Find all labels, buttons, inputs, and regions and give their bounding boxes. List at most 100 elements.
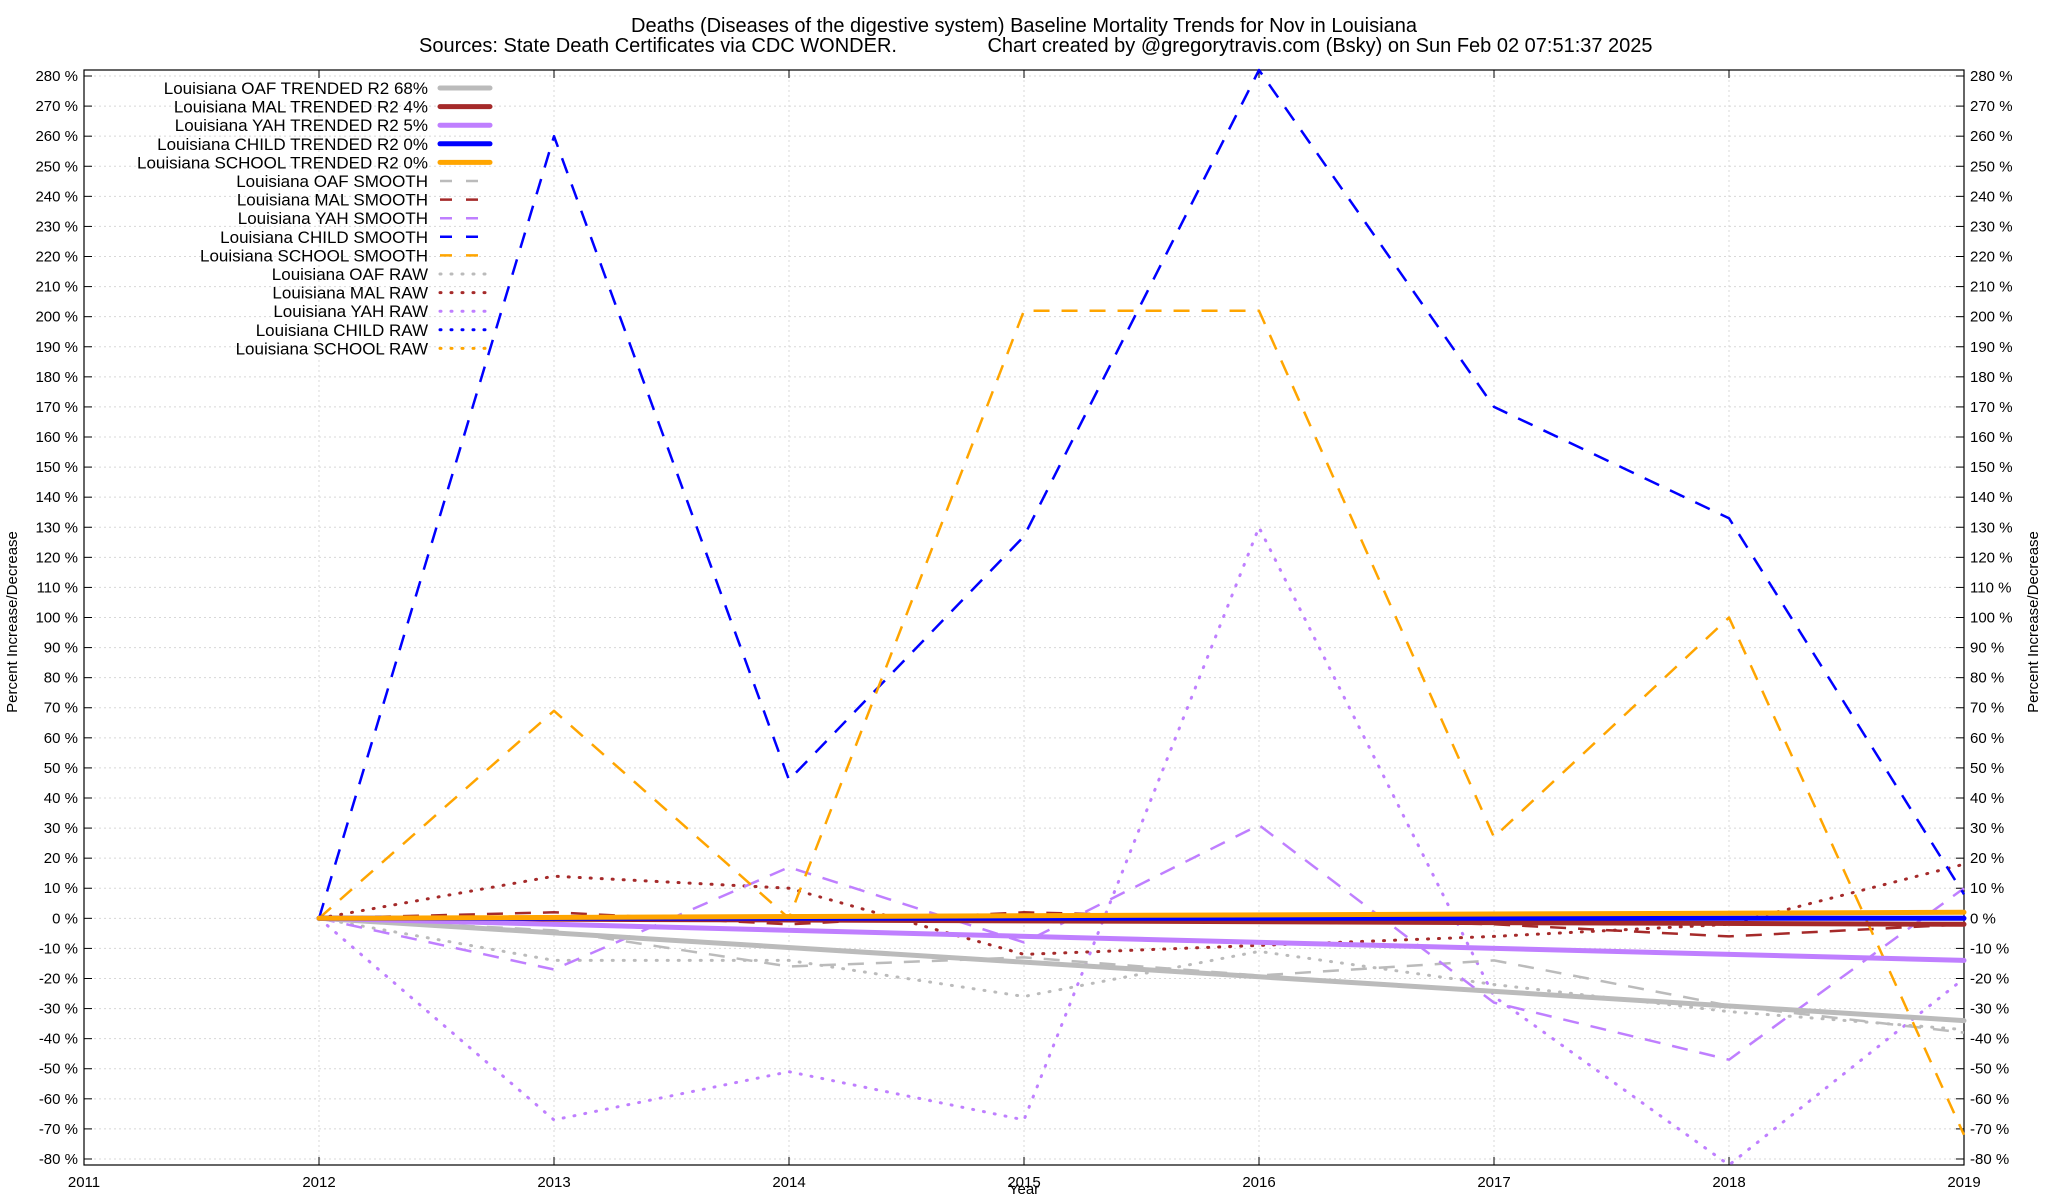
legend-entry-label: Louisiana MAL RAW bbox=[272, 284, 428, 303]
y-tick-label-right: -50 % bbox=[1970, 1061, 2009, 1078]
legend-entry-label: Louisiana OAF SMOOTH bbox=[236, 172, 428, 191]
y-tick-label-right: 200 % bbox=[1970, 309, 2013, 326]
series-line-louisiana-yah-smooth bbox=[318, 823, 1965, 1061]
x-tick-label: 2013 bbox=[537, 1174, 570, 1191]
series-lines bbox=[316, 68, 1967, 1167]
y-tick-label-right: 180 % bbox=[1970, 369, 2013, 386]
y-tick-label-right: -80 % bbox=[1970, 1151, 2009, 1168]
y-tick-label-right: 270 % bbox=[1970, 98, 2013, 115]
y-tick-label-right: -30 % bbox=[1970, 1001, 2009, 1018]
y-tick-label-right: 80 % bbox=[1970, 670, 2004, 687]
series-line-louisiana-school-trended-r2 bbox=[316, 909, 1967, 921]
x-axis-label: Year bbox=[1009, 1181, 1039, 1198]
y-tick-label-right: 40 % bbox=[1970, 790, 2004, 807]
y-tick-label-left: 110 % bbox=[37, 579, 78, 596]
y-tick-label-right: 90 % bbox=[1970, 640, 2004, 657]
series-line-louisiana-yah-trended-r2 bbox=[316, 915, 1967, 963]
y-tick-label-right: 20 % bbox=[1970, 850, 2004, 867]
y-tick-label-left: 250 % bbox=[35, 158, 78, 175]
y-tick-label-right: 120 % bbox=[1970, 549, 2013, 566]
y-tick-label-left: 40 % bbox=[44, 790, 78, 807]
y-tick-label-left: 200 % bbox=[35, 309, 78, 326]
y-tick-label-right: 230 % bbox=[1970, 218, 2013, 235]
y-tick-label-right: -60 % bbox=[1970, 1091, 2009, 1108]
y-tick-label-left: 270 % bbox=[35, 98, 78, 115]
y-tick-label-right: -20 % bbox=[1970, 970, 2009, 987]
y-tick-label-left: 150 % bbox=[35, 459, 78, 476]
legend-entry-label: Louisiana CHILD TRENDED R2 0% bbox=[157, 135, 428, 154]
y-tick-label-left: 160 % bbox=[35, 429, 78, 446]
y-tick-label-right: 240 % bbox=[1970, 188, 2013, 205]
series-line-louisiana-child-smooth bbox=[317, 68, 1966, 919]
series-line-louisiana-school-smooth bbox=[318, 309, 1966, 1136]
y-tick-label-right: 250 % bbox=[1970, 158, 2013, 175]
y-tick-label-right: 0 % bbox=[1970, 910, 1996, 927]
y-tick-label-right: 220 % bbox=[1970, 249, 2013, 266]
y-tick-label-left: 140 % bbox=[35, 489, 78, 506]
x-tick-label: 2011 bbox=[68, 1174, 100, 1191]
y-axis-label-right: Percent Increase/Decrease bbox=[2025, 531, 2042, 713]
chart-subtitle-credit: Chart created by @gregorytravis.com (Bsk… bbox=[987, 35, 1652, 57]
y-tick-label-left: 60 % bbox=[44, 730, 78, 747]
x-tick-label: 2015 bbox=[1007, 1174, 1040, 1191]
y-tick-label-left: -80 % bbox=[39, 1151, 78, 1168]
y-tick-label-left: 20 % bbox=[44, 850, 78, 867]
y-tick-label-left: 170 % bbox=[35, 399, 78, 416]
series-line-louisiana-oaf-trended-r2 bbox=[316, 915, 1967, 1024]
chart-title: Deaths (Diseases of the digestive system… bbox=[631, 15, 1418, 37]
plot-area-border bbox=[83, 69, 1965, 1166]
series-line-louisiana-oaf-smooth bbox=[318, 917, 1965, 1034]
legend-entry-label: Louisiana SCHOOL SMOOTH bbox=[200, 246, 428, 265]
y-tick-label-right: 160 % bbox=[1970, 429, 2013, 446]
legend-entry-label: Louisiana CHILD SMOOTH bbox=[220, 228, 428, 247]
y-tick-label-left: 280 % bbox=[35, 68, 78, 85]
y-tick-label-right: 140 % bbox=[1970, 489, 2013, 506]
y-tick-label-right: 30 % bbox=[1970, 820, 2004, 837]
legend-entry-label: Louisiana YAH TRENDED R2 5% bbox=[175, 116, 428, 135]
y-tick-label-right: 150 % bbox=[1970, 459, 2013, 476]
legend-entry-label: Louisiana CHILD RAW bbox=[256, 321, 428, 340]
y-tick-label-left: 120 % bbox=[35, 549, 78, 566]
x-tick-label: 2019 bbox=[1947, 1174, 1980, 1191]
y-tick-label-right: 110 % bbox=[1970, 579, 2011, 596]
y-tick-label-left: -20 % bbox=[39, 970, 78, 987]
y-tick-label-left: 100 % bbox=[35, 610, 78, 627]
x-tick-label: 2018 bbox=[1712, 1174, 1745, 1191]
y-tick-label-left: -70 % bbox=[39, 1121, 78, 1138]
legend-entry-label: Louisiana OAF RAW bbox=[272, 265, 428, 284]
y-tick-label-left: 230 % bbox=[35, 218, 78, 235]
legend: Louisiana OAF TRENDED R2 68%Louisiana MA… bbox=[137, 79, 493, 358]
y-tick-label-right: 100 % bbox=[1970, 610, 2013, 627]
axes: 280 % 280 % 270 % 270 % 260 % 260 % 250 % 250 %… bbox=[35, 68, 2012, 1191]
y-axis-label-left: Percent Increase/Decrease bbox=[4, 531, 21, 713]
y-tick-label-right: 130 % bbox=[1970, 519, 2013, 536]
y-tick-label-left: -40 % bbox=[39, 1031, 78, 1048]
y-tick-label-left: 190 % bbox=[35, 339, 78, 356]
legend-entry-label: Louisiana MAL TRENDED R2 4% bbox=[174, 98, 428, 117]
y-tick-label-left: 30 % bbox=[44, 820, 78, 837]
legend-entry-label: Louisiana YAH RAW bbox=[273, 302, 428, 321]
y-tick-label-right: 50 % bbox=[1970, 760, 2004, 777]
y-tick-label-left: 260 % bbox=[35, 128, 78, 145]
y-tick-label-left: -30 % bbox=[39, 1001, 78, 1018]
y-tick-label-left: 80 % bbox=[44, 670, 78, 687]
y-tick-label-left: 210 % bbox=[35, 279, 78, 296]
y-tick-label-right: 210 % bbox=[1970, 279, 2013, 296]
y-tick-label-left: 220 % bbox=[35, 249, 78, 266]
x-tick-label: 2016 bbox=[1242, 1174, 1275, 1191]
legend-entry-label: Louisiana MAL SMOOTH bbox=[237, 191, 428, 210]
y-tick-label-right: -40 % bbox=[1970, 1031, 2009, 1048]
y-tick-label-right: 260 % bbox=[1970, 128, 2013, 145]
y-tick-label-right: 60 % bbox=[1970, 730, 2004, 747]
x-tick-label: 2017 bbox=[1477, 1174, 1510, 1191]
y-tick-label-left: -50 % bbox=[39, 1061, 78, 1078]
y-tick-label-left: 90 % bbox=[44, 640, 78, 657]
series-line-louisiana-oaf-raw bbox=[317, 916, 1966, 1032]
chart-subtitle-source: Sources: State Death Certificates via CD… bbox=[419, 35, 897, 57]
y-tick-label-left: 0 % bbox=[52, 910, 78, 927]
x-tick-label: 2014 bbox=[772, 1174, 805, 1191]
y-tick-label-left: -10 % bbox=[39, 940, 78, 957]
y-tick-label-right: -70 % bbox=[1970, 1121, 2009, 1138]
y-tick-label-right: 70 % bbox=[1970, 700, 2004, 717]
